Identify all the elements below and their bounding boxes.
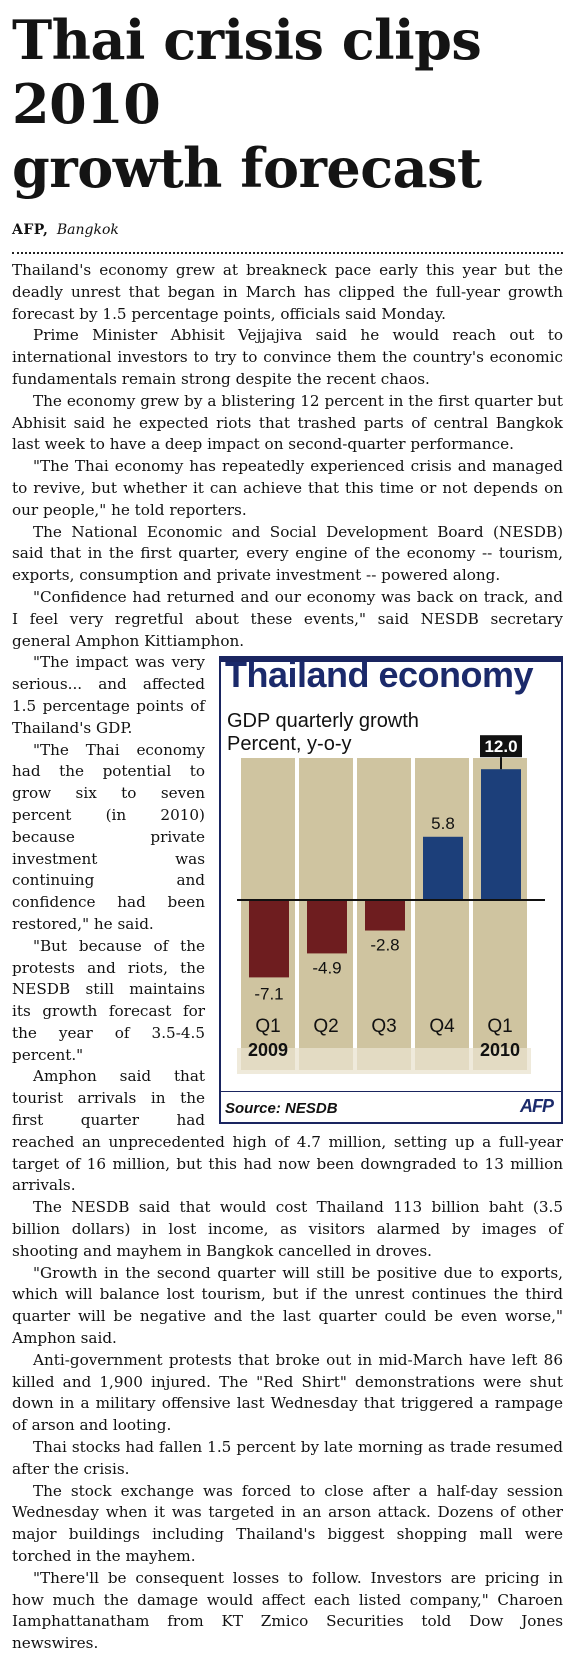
paragraph: Thailand's economy grew at breakneck pac… [12,261,563,323]
byline-city: Bangkok [56,222,119,238]
graphic-subtitle: GDP quarterly growth Percent, y-o-y [227,710,419,756]
chart-callout-box [480,735,522,758]
byline: AFP, Bangkok [12,222,563,238]
graphic-top-rule [221,658,561,663]
chart-value-label: 12.0 [484,738,517,757]
paragraph: The stock exchange was forced to close a… [12,1481,563,1566]
chart-value-label: -7.1 [254,985,283,1004]
chart-value-label: -4.9 [312,959,341,978]
chart-bar [365,900,405,931]
graphic-title: Thailand economy [225,654,534,696]
graphic-subtitle-line-1: GDP quarterly growth [227,710,419,733]
paragraph: Anti-government protests that broke out … [12,1350,563,1435]
paragraph: "The Thai economy has repeatedly experie… [12,457,563,519]
paragraph: Thai stocks had fallen 1.5 percent by la… [12,1438,563,1478]
paragraph: "Growth in the second quarter will still… [12,1263,563,1348]
paragraph: The National Economic and Social Develop… [12,522,563,585]
headline-line-2: growth forecast [12,136,482,200]
chart-value-label: 5.8 [431,814,455,833]
afp-logo: AFP [520,1096,554,1117]
article: Thai crisis clips 2010 growth forecast A… [0,8,575,1655]
paragraph: The economy grew by a blistering 12 perc… [12,391,563,454]
headline-line-1: Thai crisis clips 2010 [12,8,482,136]
paragraph: "Confidence had returned and our economy… [12,587,563,650]
chart-value-label: -2.8 [370,936,399,955]
graphic-source: Source: NESDB [225,1100,338,1118]
paragraph: Amphon said that tourist arrivals in the… [12,1067,563,1195]
paragraph: "The impact was very serious... and affe… [12,653,205,737]
chart-category-label: Q3 [371,1016,396,1037]
chart-category-label: Q2 [313,1016,338,1037]
article-body: Thailand's economy grew at breakneck pac… [12,260,563,1655]
paragraph: "The Thai economy had the potential to g… [12,740,205,933]
paragraph: "But because of the protests and riots, … [12,936,205,1064]
chart-bottom-fade [237,1048,531,1075]
chart-bar [307,900,347,954]
paragraph: Prime Minister Abhisit Vejjajiva said he… [12,326,563,388]
chart-category-label: Q4 [429,1016,455,1037]
chart-background-band [415,758,469,1071]
chart-year-label: 2010 [480,1040,520,1060]
paragraph: The NESDB said that would cost Thailand … [12,1198,563,1260]
gdp-infographic: -7.1 -4.9 -2.8 5.8 12.0 Q1 2009 Q2 Q3 Q4 Q1 2010 Th… [219,654,563,1125]
dotted-divider [12,252,563,254]
gdp-bar-chart: -7.1 -4.9 -2.8 5.8 12.0 Q1 2009 Q2 Q3 Q4 Q1 2010 [237,735,545,1075]
chart-year-label: 2009 [248,1040,288,1060]
chart-category-label: Q1 [255,1016,280,1037]
graphic-subtitle-line-2: Percent, y-o-y [227,733,352,756]
chart-bar [249,900,289,978]
chart-bar [423,837,463,901]
paragraph: "There'll be consequent losses to follow… [12,1568,563,1653]
chart-category-label: Q1 [487,1016,512,1037]
headline: Thai crisis clips 2010 growth forecast [12,8,563,200]
chart-bar [481,769,521,901]
byline-agency: AFP, [12,222,49,238]
graphic-footer: Source: NESDB AFP [221,1091,561,1123]
